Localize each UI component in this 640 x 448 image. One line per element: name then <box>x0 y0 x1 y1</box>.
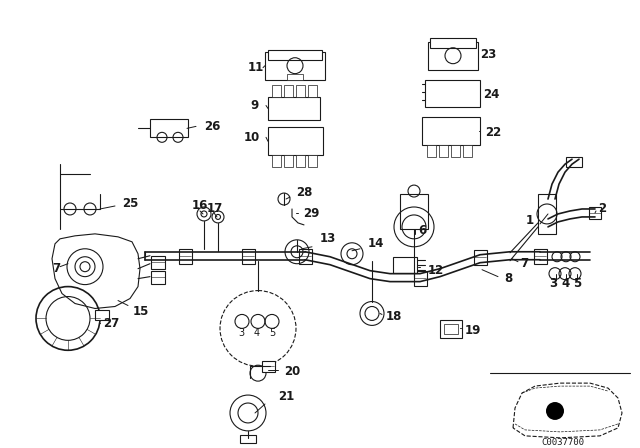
Text: 7: 7 <box>52 262 60 275</box>
Bar <box>95 310 109 320</box>
Text: C0037700: C0037700 <box>541 438 584 447</box>
Text: 28: 28 <box>296 185 312 198</box>
Text: 27: 27 <box>103 317 119 330</box>
Text: 12: 12 <box>428 264 444 277</box>
Text: 9: 9 <box>250 99 259 112</box>
Text: 5: 5 <box>269 328 275 338</box>
Bar <box>179 249 192 264</box>
Text: 19: 19 <box>465 324 481 337</box>
Text: 8: 8 <box>504 272 512 285</box>
Text: 3: 3 <box>238 328 244 338</box>
Bar <box>430 38 476 48</box>
Bar <box>589 207 601 219</box>
Bar <box>272 85 281 96</box>
Bar <box>440 320 462 338</box>
Text: 21: 21 <box>278 390 294 403</box>
Text: 29: 29 <box>303 207 319 220</box>
Text: 11: 11 <box>248 61 264 74</box>
Bar <box>422 117 480 145</box>
Text: 5: 5 <box>573 277 581 290</box>
Bar <box>428 42 478 69</box>
Bar <box>272 155 281 167</box>
Text: 6: 6 <box>418 224 426 237</box>
Bar <box>268 127 323 155</box>
Text: 3: 3 <box>549 277 557 290</box>
Text: 10: 10 <box>244 131 260 144</box>
Bar <box>296 85 305 96</box>
Text: 23: 23 <box>480 48 496 61</box>
Bar <box>308 155 317 167</box>
Bar <box>538 194 556 234</box>
Bar <box>242 249 255 264</box>
Text: 15: 15 <box>133 305 149 318</box>
Text: 25: 25 <box>122 198 138 211</box>
Text: 17: 17 <box>207 202 223 215</box>
Circle shape <box>546 402 564 420</box>
Bar <box>265 52 325 80</box>
Bar <box>284 85 293 96</box>
Text: 24: 24 <box>483 88 499 101</box>
Bar <box>240 435 256 443</box>
Bar <box>414 271 427 285</box>
Bar <box>427 145 436 157</box>
Bar <box>308 85 317 96</box>
Text: 1: 1 <box>526 215 534 228</box>
Bar <box>151 271 165 284</box>
Text: 13: 13 <box>320 233 336 246</box>
Bar <box>425 80 480 108</box>
Bar <box>284 155 293 167</box>
Text: 2: 2 <box>598 202 606 215</box>
Bar <box>400 194 428 229</box>
Bar <box>268 96 320 121</box>
Text: 7: 7 <box>520 257 528 270</box>
Bar <box>451 145 460 157</box>
Bar <box>439 145 448 157</box>
Bar <box>262 361 275 372</box>
Bar <box>566 157 582 167</box>
Text: 18: 18 <box>386 310 403 323</box>
Text: 4: 4 <box>254 328 260 338</box>
Text: 4: 4 <box>561 277 569 290</box>
Text: 26: 26 <box>204 120 220 133</box>
Bar <box>444 324 458 334</box>
Bar <box>150 120 188 138</box>
Text: 14: 14 <box>368 237 385 250</box>
Text: 20: 20 <box>284 365 300 378</box>
Bar <box>299 249 312 264</box>
Bar <box>296 155 305 167</box>
Bar <box>393 257 417 273</box>
Bar <box>151 256 165 269</box>
Text: 16: 16 <box>192 199 209 212</box>
Bar <box>463 145 472 157</box>
Bar <box>534 249 547 264</box>
Text: 22: 22 <box>485 126 501 139</box>
Bar <box>287 73 303 80</box>
Bar <box>268 50 322 60</box>
Bar <box>474 250 487 265</box>
